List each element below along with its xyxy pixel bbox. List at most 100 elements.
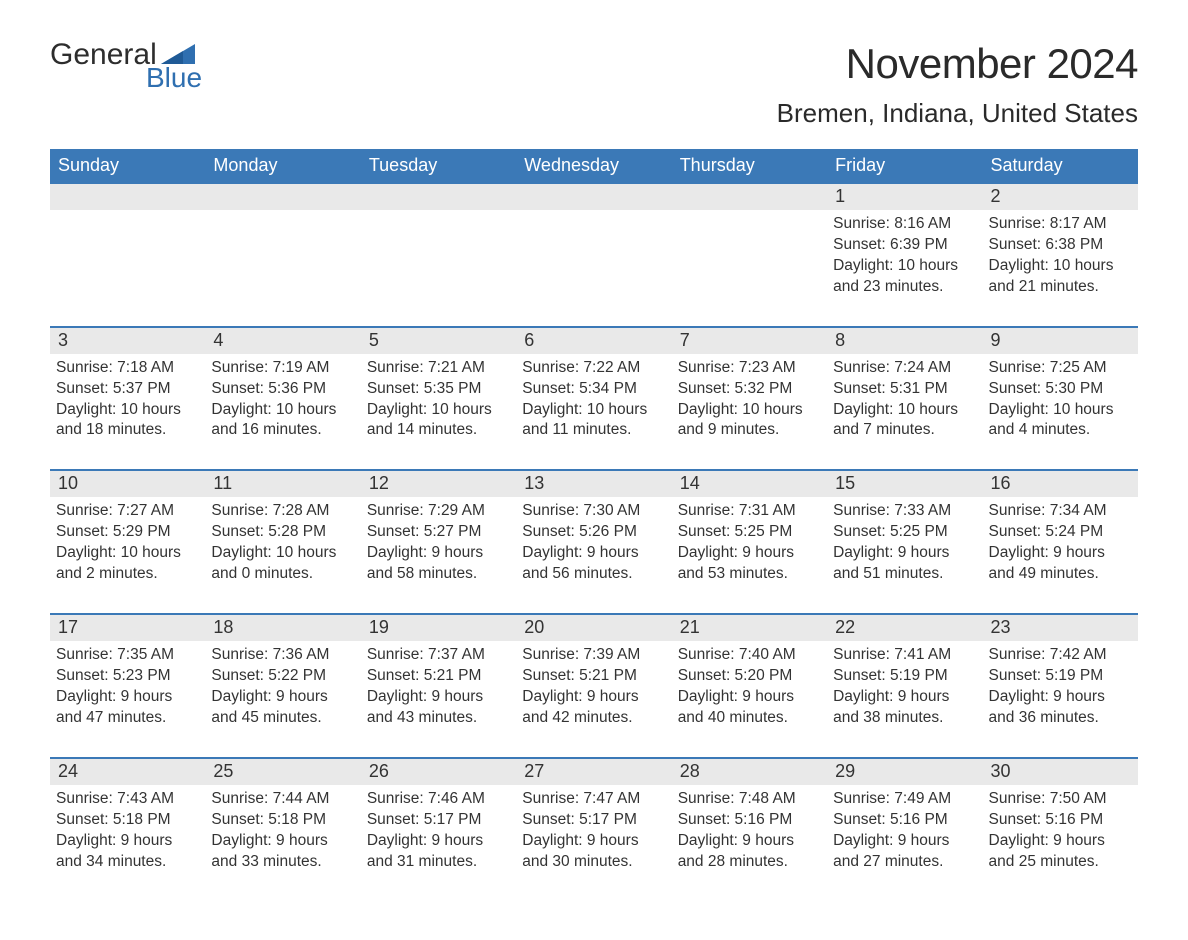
- sunset-line: Sunset: 5:19 PM: [833, 666, 976, 687]
- daylight-line-1: Daylight: 10 hours: [989, 400, 1132, 421]
- sunrise-line: Sunrise: 7:46 AM: [367, 789, 510, 810]
- calendar-day-cell: 12Sunrise: 7:29 AMSunset: 5:27 PMDayligh…: [361, 470, 516, 614]
- daylight-line-2: and 21 minutes.: [989, 277, 1132, 298]
- title-block: November 2024 Bremen, Indiana, United St…: [777, 40, 1138, 143]
- calendar-day-cell: 26Sunrise: 7:46 AMSunset: 5:17 PMDayligh…: [361, 758, 516, 901]
- day-number-bar: [205, 184, 360, 210]
- sunset-line: Sunset: 5:18 PM: [56, 810, 199, 831]
- daylight-line-1: Daylight: 9 hours: [211, 831, 354, 852]
- day-number-bar: 27: [516, 759, 671, 785]
- sunset-line: Sunset: 5:31 PM: [833, 379, 976, 400]
- daylight-line-2: and 23 minutes.: [833, 277, 976, 298]
- header-row: General Blue November 2024 Bremen, India…: [50, 40, 1138, 143]
- day-detail: Sunrise: 7:23 AMSunset: 5:32 PMDaylight:…: [678, 358, 821, 442]
- calendar-day-cell: 30Sunrise: 7:50 AMSunset: 5:16 PMDayligh…: [983, 758, 1138, 901]
- sunrise-line: Sunrise: 7:31 AM: [678, 501, 821, 522]
- day-number-bar: 3: [50, 328, 205, 354]
- sunrise-line: Sunrise: 7:24 AM: [833, 358, 976, 379]
- sunset-line: Sunset: 5:25 PM: [833, 522, 976, 543]
- daylight-line-1: Daylight: 9 hours: [678, 831, 821, 852]
- day-number-bar: 29: [827, 759, 982, 785]
- day-detail: Sunrise: 7:49 AMSunset: 5:16 PMDaylight:…: [833, 789, 976, 873]
- sunrise-line: Sunrise: 7:50 AM: [989, 789, 1132, 810]
- calendar-day-cell: 14Sunrise: 7:31 AMSunset: 5:25 PMDayligh…: [672, 470, 827, 614]
- calendar-day-cell: 17Sunrise: 7:35 AMSunset: 5:23 PMDayligh…: [50, 614, 205, 758]
- weekday-header: Monday: [205, 149, 360, 184]
- day-number-bar: 19: [361, 615, 516, 641]
- day-number-bar: 9: [983, 328, 1138, 354]
- daylight-line-2: and 43 minutes.: [367, 708, 510, 729]
- day-detail: Sunrise: 8:17 AMSunset: 6:38 PMDaylight:…: [989, 214, 1132, 298]
- calendar-day-cell: 9Sunrise: 7:25 AMSunset: 5:30 PMDaylight…: [983, 327, 1138, 471]
- sunset-line: Sunset: 5:29 PM: [56, 522, 199, 543]
- sunset-line: Sunset: 5:16 PM: [833, 810, 976, 831]
- daylight-line-2: and 47 minutes.: [56, 708, 199, 729]
- calendar-day-cell: 6Sunrise: 7:22 AMSunset: 5:34 PMDaylight…: [516, 327, 671, 471]
- daylight-line-1: Daylight: 10 hours: [678, 400, 821, 421]
- calendar-week-row: 24Sunrise: 7:43 AMSunset: 5:18 PMDayligh…: [50, 758, 1138, 901]
- daylight-line-1: Daylight: 10 hours: [211, 400, 354, 421]
- daylight-line-2: and 0 minutes.: [211, 564, 354, 585]
- calendar-day-cell: 11Sunrise: 7:28 AMSunset: 5:28 PMDayligh…: [205, 470, 360, 614]
- sunrise-line: Sunrise: 8:17 AM: [989, 214, 1132, 235]
- sunrise-line: Sunrise: 7:33 AM: [833, 501, 976, 522]
- daylight-line-2: and 9 minutes.: [678, 420, 821, 441]
- day-number-bar: 16: [983, 471, 1138, 497]
- calendar-week-row: 1Sunrise: 8:16 AMSunset: 6:39 PMDaylight…: [50, 184, 1138, 327]
- daylight-line-2: and 40 minutes.: [678, 708, 821, 729]
- sunrise-line: Sunrise: 7:18 AM: [56, 358, 199, 379]
- daylight-line-1: Daylight: 9 hours: [989, 687, 1132, 708]
- sunrise-line: Sunrise: 8:16 AM: [833, 214, 976, 235]
- calendar-day-cell: 25 Sunrise: 7:44 AMSunset: 5:18 PMDayligh…: [205, 758, 360, 901]
- day-number-bar: 25: [205, 759, 360, 785]
- day-detail: Sunrise: 7:47 AMSunset: 5:17 PMDaylight:…: [522, 789, 665, 873]
- sunset-line: Sunset: 5:27 PM: [367, 522, 510, 543]
- day-number-bar: 24: [50, 759, 205, 785]
- day-number-bar: 12: [361, 471, 516, 497]
- day-number-bar: 18: [205, 615, 360, 641]
- daylight-line-2: and 45 minutes.: [211, 708, 354, 729]
- daylight-line-1: Daylight: 9 hours: [522, 831, 665, 852]
- day-detail: Sunrise: 7:44 AMSunset: 5:18 PMDaylight:…: [211, 789, 354, 873]
- day-detail: Sunrise: 7:41 AMSunset: 5:19 PMDaylight:…: [833, 645, 976, 729]
- daylight-line-2: and 14 minutes.: [367, 420, 510, 441]
- day-number-bar: 2: [983, 184, 1138, 210]
- sunrise-line: Sunrise: 7:44 AM: [211, 789, 354, 810]
- sunrise-line: Sunrise: 7:39 AM: [522, 645, 665, 666]
- daylight-line-2: and 49 minutes.: [989, 564, 1132, 585]
- daylight-line-2: and 34 minutes.: [56, 852, 199, 873]
- daylight-line-1: Daylight: 9 hours: [367, 543, 510, 564]
- calendar-day-cell: 20Sunrise: 7:39 AMSunset: 5:21 PMDayligh…: [516, 614, 671, 758]
- sunrise-line: Sunrise: 7:49 AM: [833, 789, 976, 810]
- sunset-line: Sunset: 5:32 PM: [678, 379, 821, 400]
- sunrise-line: Sunrise: 7:25 AM: [989, 358, 1132, 379]
- day-detail: Sunrise: 7:48 AMSunset: 5:16 PMDaylight:…: [678, 789, 821, 873]
- weekday-header: Thursday: [672, 149, 827, 184]
- daylight-line-1: Daylight: 9 hours: [367, 687, 510, 708]
- daylight-line-1: Daylight: 10 hours: [989, 256, 1132, 277]
- day-detail: Sunrise: 7:34 AMSunset: 5:24 PMDaylight:…: [989, 501, 1132, 585]
- calendar-day-cell: 21Sunrise: 7:40 AMSunset: 5:20 PMDayligh…: [672, 614, 827, 758]
- sunrise-line: Sunrise: 7:27 AM: [56, 501, 199, 522]
- sunrise-line: Sunrise: 7:35 AM: [56, 645, 199, 666]
- day-detail: Sunrise: 7:37 AMSunset: 5:21 PMDaylight:…: [367, 645, 510, 729]
- calendar-day-cell: 8Sunrise: 7:24 AMSunset: 5:31 PMDaylight…: [827, 327, 982, 471]
- sunrise-line: Sunrise: 7:23 AM: [678, 358, 821, 379]
- calendar-week-row: 17Sunrise: 7:35 AMSunset: 5:23 PMDayligh…: [50, 614, 1138, 758]
- sunset-line: Sunset: 5:24 PM: [989, 522, 1132, 543]
- sunrise-line: Sunrise: 7:28 AM: [211, 501, 354, 522]
- daylight-line-2: and 33 minutes.: [211, 852, 354, 873]
- weekday-header: Wednesday: [516, 149, 671, 184]
- calendar-empty-cell: [205, 184, 360, 327]
- daylight-line-1: Daylight: 9 hours: [833, 543, 976, 564]
- day-detail: Sunrise: 7:40 AMSunset: 5:20 PMDaylight:…: [678, 645, 821, 729]
- brand-logo: General Blue: [50, 40, 202, 92]
- day-detail: Sunrise: 7:18 AMSunset: 5:37 PMDaylight:…: [56, 358, 199, 442]
- sunrise-line: Sunrise: 7:22 AM: [522, 358, 665, 379]
- day-number-bar: 5: [361, 328, 516, 354]
- calendar-body: 1Sunrise: 8:16 AMSunset: 6:39 PMDaylight…: [50, 184, 1138, 900]
- daylight-line-1: Daylight: 9 hours: [211, 687, 354, 708]
- day-number-bar: 20: [516, 615, 671, 641]
- calendar-week-row: 3 Sunrise: 7:18 AMSunset: 5:37 PMDaylight…: [50, 327, 1138, 471]
- day-number-bar: 1: [827, 184, 982, 210]
